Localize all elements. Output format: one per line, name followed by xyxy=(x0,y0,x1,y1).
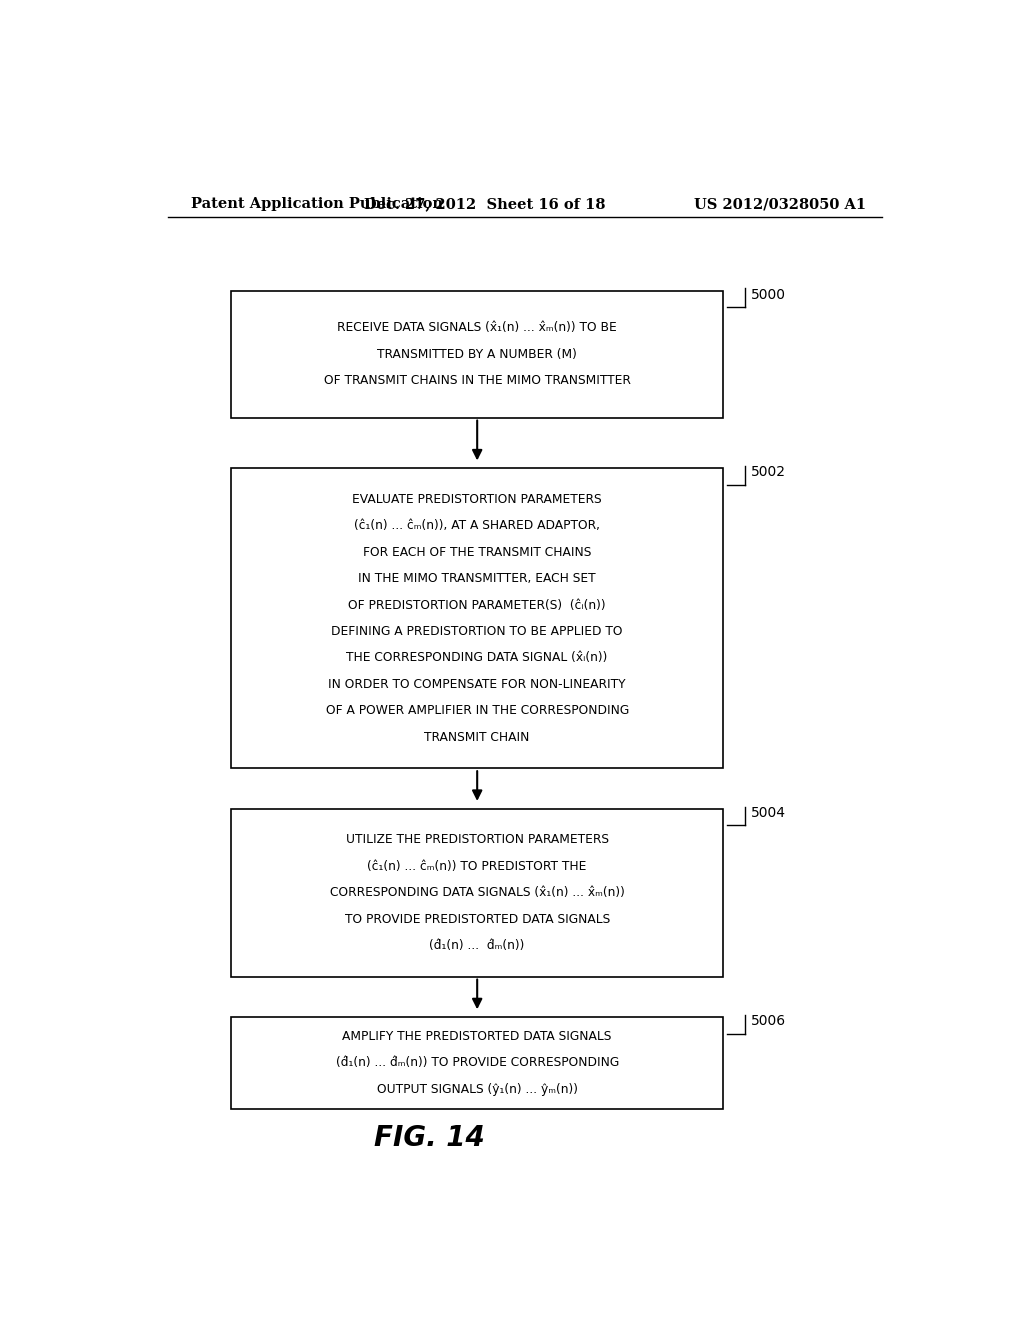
FancyBboxPatch shape xyxy=(231,1018,723,1109)
Text: OF TRANSMIT CHAINS IN THE MIMO TRANSMITTER: OF TRANSMIT CHAINS IN THE MIMO TRANSMITT… xyxy=(324,374,631,387)
FancyBboxPatch shape xyxy=(231,809,723,977)
Text: TRANSMIT CHAIN: TRANSMIT CHAIN xyxy=(425,731,529,743)
Text: AMPLIFY THE PREDISTORTED DATA SIGNALS: AMPLIFY THE PREDISTORTED DATA SIGNALS xyxy=(342,1030,612,1043)
FancyBboxPatch shape xyxy=(231,290,723,417)
Text: OF PREDISTORTION PARAMETER(S)  (ĉᵢ(n)): OF PREDISTORTION PARAMETER(S) (ĉᵢ(n)) xyxy=(348,598,606,611)
Text: 5002: 5002 xyxy=(751,466,786,479)
Text: DEFINING A PREDISTORTION TO BE APPLIED TO: DEFINING A PREDISTORTION TO BE APPLIED T… xyxy=(332,626,623,638)
Text: Dec. 27, 2012  Sheet 16 of 18: Dec. 27, 2012 Sheet 16 of 18 xyxy=(365,197,606,211)
Text: FOR EACH OF THE TRANSMIT CHAINS: FOR EACH OF THE TRANSMIT CHAINS xyxy=(362,545,592,558)
Text: TRANSMITTED BY A NUMBER (M): TRANSMITTED BY A NUMBER (M) xyxy=(377,347,578,360)
Text: OF A POWER AMPLIFIER IN THE CORRESPONDING: OF A POWER AMPLIFIER IN THE CORRESPONDIN… xyxy=(326,705,629,717)
Text: 5006: 5006 xyxy=(751,1014,786,1028)
Text: (d̂₁(n) ... d̂ₘ(n)) TO PROVIDE CORRESPONDING: (d̂₁(n) ... d̂ₘ(n)) TO PROVIDE CORRESPON… xyxy=(336,1056,618,1069)
Text: EVALUATE PREDISTORTION PARAMETERS: EVALUATE PREDISTORTION PARAMETERS xyxy=(352,492,602,506)
Text: Patent Application Publication: Patent Application Publication xyxy=(191,197,443,211)
Text: RECEIVE DATA SIGNALS (x̂₁(n) ... x̂ₘ(n)) TO BE: RECEIVE DATA SIGNALS (x̂₁(n) ... x̂ₘ(n))… xyxy=(337,321,617,334)
Text: IN THE MIMO TRANSMITTER, EACH SET: IN THE MIMO TRANSMITTER, EACH SET xyxy=(358,572,596,585)
Text: OUTPUT SIGNALS (ŷ₁(n) ... ŷₘ(n)): OUTPUT SIGNALS (ŷ₁(n) ... ŷₘ(n)) xyxy=(377,1082,578,1096)
Text: (ĉ₁(n) ... ĉₘ(n)), AT A SHARED ADAPTOR,: (ĉ₁(n) ... ĉₘ(n)), AT A SHARED ADAPTOR… xyxy=(354,519,600,532)
Text: 5004: 5004 xyxy=(751,807,786,820)
Text: THE CORRESPONDING DATA SIGNAL (x̂ᵢ(n)): THE CORRESPONDING DATA SIGNAL (x̂ᵢ(n)) xyxy=(346,652,608,664)
FancyBboxPatch shape xyxy=(231,469,723,768)
Text: US 2012/0328050 A1: US 2012/0328050 A1 xyxy=(694,197,866,211)
Text: IN ORDER TO COMPENSATE FOR NON-LINEARITY: IN ORDER TO COMPENSATE FOR NON-LINEARITY xyxy=(329,678,626,690)
Text: TO PROVIDE PREDISTORTED DATA SIGNALS: TO PROVIDE PREDISTORTED DATA SIGNALS xyxy=(344,912,610,925)
Text: FIG. 14: FIG. 14 xyxy=(374,1125,485,1152)
Text: UTILIZE THE PREDISTORTION PARAMETERS: UTILIZE THE PREDISTORTION PARAMETERS xyxy=(346,833,608,846)
Text: CORRESPONDING DATA SIGNALS (x̂₁(n) ... x̂ₘ(n)): CORRESPONDING DATA SIGNALS (x̂₁(n) ... x… xyxy=(330,886,625,899)
Text: (d̂₁(n) ...  d̂ₘ(n)): (d̂₁(n) ... d̂ₘ(n)) xyxy=(429,939,525,952)
Text: 5000: 5000 xyxy=(751,288,786,301)
Text: (ĉ₁(n) ... ĉₘ(n)) TO PREDISTORT THE: (ĉ₁(n) ... ĉₘ(n)) TO PREDISTORT THE xyxy=(368,859,587,873)
